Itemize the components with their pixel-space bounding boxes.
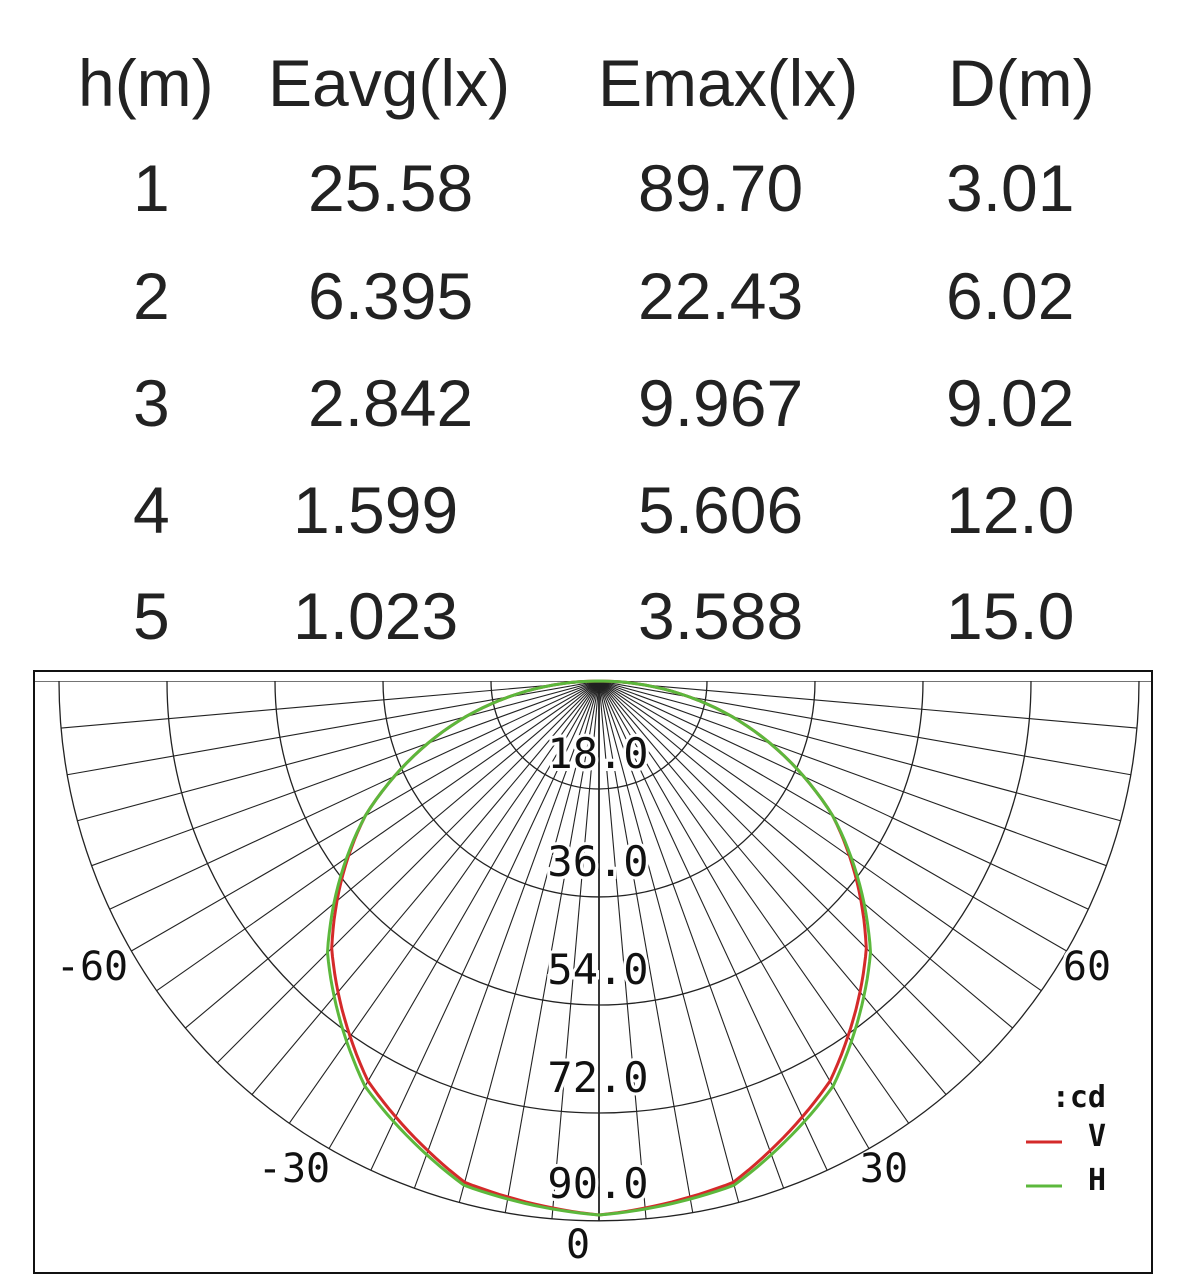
grid-spoke [598, 681, 1121, 822]
radial-tick-label: 90.0 [547, 1159, 648, 1208]
radial-tick-label: 54.0 [547, 945, 648, 994]
grid-spoke [598, 681, 785, 1189]
grid-spoke [184, 681, 600, 1029]
legend-label-h: H [1088, 1163, 1106, 1198]
grid-spoke [598, 681, 828, 1171]
cell-emax-4: 5.606 [638, 473, 804, 547]
grid-spoke [598, 681, 982, 1064]
photometric-table: h(m) Eavg(lx) Emax(lx) D(m) 1 25.58 89.7… [78, 46, 1095, 653]
radial-tick-label: 72.0 [547, 1053, 648, 1102]
legend-unit-label: :cd [1052, 1080, 1106, 1115]
grid-spoke [458, 681, 600, 1203]
cell-h-1: 1 [133, 151, 170, 225]
grid-spoke [598, 681, 947, 1096]
grid-spoke [77, 681, 600, 822]
cell-h-3: 3 [133, 366, 170, 440]
grid-spoke [109, 681, 600, 910]
cell-d-5: 15.0 [946, 579, 1075, 653]
grid-spoke [598, 681, 647, 1219]
grid-spoke [216, 681, 600, 1064]
cell-emax-5: 3.588 [638, 579, 804, 653]
grid-spoke [551, 681, 600, 1219]
cell-eavg-1: 25.58 [308, 151, 474, 225]
cell-emax-3: 9.967 [638, 366, 804, 440]
radial-tick-label: 18.0 [547, 729, 648, 778]
grid-spoke [504, 681, 600, 1213]
grid-spoke [598, 681, 740, 1203]
angle-label-60: 60 [1063, 944, 1111, 990]
grid-spoke [156, 681, 600, 992]
cell-d-1: 3.01 [946, 151, 1075, 225]
grid-spoke [91, 681, 600, 867]
cell-h-4: 4 [133, 473, 170, 547]
cell-d-3: 9.02 [946, 366, 1075, 440]
grid-spoke [413, 681, 600, 1189]
cell-eavg-4: 1.599 [293, 473, 459, 547]
grid-spoke [598, 681, 1014, 1029]
polar-series [325, 679, 873, 1217]
polar-grid [35, 681, 1151, 1222]
grid-spoke [598, 681, 1042, 992]
header-emax: Emax(lx) [598, 46, 859, 120]
polar-plot-frame [33, 670, 1153, 1274]
angle-label-30: 30 [860, 1146, 908, 1192]
cell-h-2: 2 [133, 259, 170, 333]
grid-spoke [598, 681, 1137, 729]
cell-d-2: 6.02 [946, 259, 1075, 333]
angle-label-0: 0 [566, 1222, 590, 1268]
grid-spoke [598, 681, 910, 1124]
cell-eavg-5: 1.023 [293, 579, 459, 653]
grid-spoke [370, 681, 600, 1171]
chart-legend: :cd V H [1026, 1080, 1106, 1198]
grid-spoke [598, 681, 694, 1213]
cell-emax-2: 22.43 [638, 259, 804, 333]
grid-spoke [598, 681, 1107, 867]
header-diameter: D(m) [948, 46, 1095, 120]
cell-eavg-3: 2.842 [308, 366, 474, 440]
grid-spoke [288, 681, 600, 1124]
angle-label-minus-60: -60 [56, 944, 128, 990]
header-height: h(m) [78, 46, 214, 120]
grid-spoke [598, 681, 870, 1149]
angle-label-minus-30: -30 [258, 1146, 330, 1192]
grid-spoke [328, 681, 600, 1149]
cell-d-4: 12.0 [946, 473, 1075, 547]
cell-eavg-2: 6.395 [308, 259, 474, 333]
header-eavg: Eavg(lx) [268, 46, 511, 120]
polar-labels: 18.0 36.0 54.0 72.0 90.0 0 -30 30 -60 60 [53, 726, 1114, 1268]
grid-spoke [251, 681, 600, 1096]
series-line-h [325, 679, 873, 1217]
radial-tick-label: 36.0 [547, 837, 648, 886]
grid-spoke [598, 681, 1089, 910]
grid-spoke [61, 681, 600, 729]
cell-h-5: 5 [133, 579, 170, 653]
cell-emax-1: 89.70 [638, 151, 804, 225]
legend-label-v: V [1088, 1119, 1106, 1154]
